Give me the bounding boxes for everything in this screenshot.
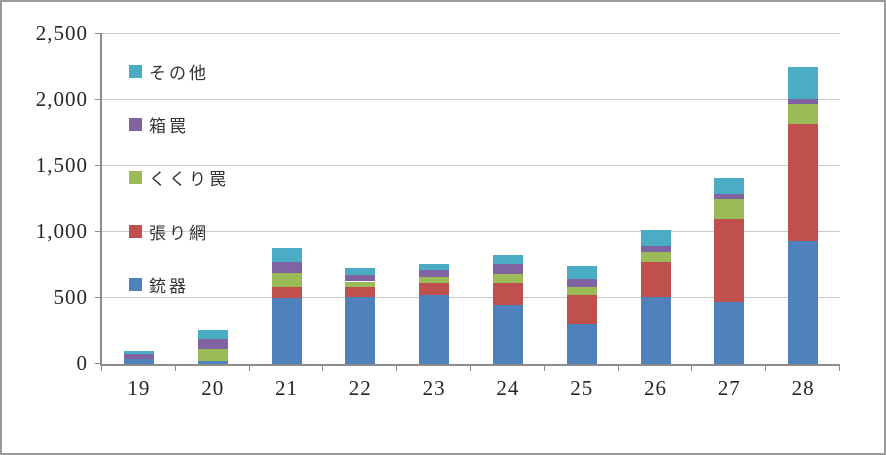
bar-segment-くくり罠-year-25: [566, 286, 597, 295]
bar-segment-箱罠-year-23: [419, 270, 450, 277]
bar-segment-その他-year-25: [566, 265, 597, 279]
bar-segment-その他-year-19: [123, 350, 154, 355]
x-axis-tick: [617, 366, 619, 371]
bar-segment-箱罠-year-27: [714, 193, 745, 199]
y-axis-tick: [95, 231, 102, 232]
bar-segment-その他-year-24: [492, 255, 523, 265]
y-axis-tick: [95, 165, 102, 166]
bar-segment-その他-year-20: [197, 329, 228, 339]
x-axis-tick: [248, 366, 250, 371]
bar-segment-箱罠-year-25: [566, 278, 597, 287]
y-axis-label: 1,000: [35, 219, 88, 243]
bar-segment-くくり罠-year-21: [271, 272, 302, 287]
bar-segment-銃器-year-21: [271, 298, 302, 364]
bar-segment-箱罠-year-20: [197, 338, 228, 350]
x-axis-label: 28: [791, 376, 815, 400]
bar-segment-くくり罠-year-20: [197, 349, 228, 362]
bar-segment-くくり罠-year-23: [419, 276, 450, 283]
bar-segment-張り網-year-22: [345, 287, 376, 298]
bar-segment-箱罠-year-21: [271, 262, 302, 273]
plot-area: [102, 33, 840, 364]
bar-segment-その他-year-22: [345, 268, 376, 275]
y-axis-label: 500: [53, 285, 88, 309]
gridline: [102, 99, 840, 100]
x-axis-label: 26: [644, 376, 667, 400]
x-axis-label: 24: [496, 376, 520, 400]
bar-segment-張り網-year-23: [419, 282, 450, 296]
x-axis-tick: [101, 366, 102, 371]
bar-segment-その他-year-21: [271, 247, 302, 263]
bar-segment-くくり罠-year-24: [492, 273, 523, 284]
bar-segment-くくり罠-year-27: [714, 199, 745, 219]
bar-segment-箱罠-year-24: [492, 264, 523, 274]
y-axis: [100, 34, 102, 366]
x-axis-tick: [543, 366, 545, 371]
y-axis-label: 0: [76, 351, 88, 375]
x-axis-label: 23: [422, 376, 446, 400]
x-axis-label: 22: [348, 376, 372, 400]
bar-segment-箱罠-year-19: [123, 354, 154, 360]
bar-segment-箱罠-year-22: [345, 274, 376, 282]
gridline: [102, 231, 840, 232]
bar-segment-張り網-year-28: [788, 123, 819, 242]
bar-segment-張り網-year-24: [492, 283, 523, 306]
bar-segment-銃器-year-19: [123, 359, 154, 364]
bar-segment-その他-year-26: [640, 230, 671, 246]
bar-segment-張り網-year-21: [271, 286, 302, 298]
bar-segment-銃器-year-26: [640, 296, 671, 364]
gridline: [102, 297, 840, 298]
bar-segment-くくり罠-year-28: [788, 103, 819, 124]
bar-segment-くくり罠-year-22: [345, 281, 376, 288]
bar-segment-箱罠-year-26: [640, 245, 671, 253]
y-axis-label: 2,500: [35, 21, 88, 45]
gridline: [102, 165, 840, 166]
bar-segment-その他-year-28: [788, 67, 819, 99]
x-axis-label: 21: [275, 376, 298, 400]
bar-segment-銃器-year-23: [419, 295, 450, 364]
x-axis: [100, 364, 840, 366]
y-axis-tick: [95, 363, 102, 364]
bar-segment-銃器-year-25: [566, 323, 597, 364]
x-axis-label: 27: [717, 376, 741, 400]
y-axis-label: 1,500: [35, 153, 88, 177]
bar-segment-張り網-year-25: [566, 294, 597, 324]
bar-segment-その他-year-23: [419, 264, 450, 271]
x-axis-tick: [396, 366, 398, 371]
bar-segment-その他-year-27: [714, 177, 745, 194]
bar-segment-張り網-year-27: [714, 218, 745, 302]
bar-segment-箱罠-year-28: [788, 98, 819, 104]
y-axis-label: 2,000: [35, 87, 88, 111]
x-axis-label: 19: [127, 376, 151, 400]
bar-segment-銃器-year-24: [492, 305, 523, 364]
x-axis-tick: [174, 366, 176, 371]
x-axis-tick: [765, 366, 767, 371]
x-axis-label: 20: [201, 376, 225, 400]
x-axis-label: 25: [570, 376, 594, 400]
bar-segment-張り網-year-26: [640, 261, 671, 297]
x-axis-tick: [691, 366, 693, 371]
gridline: [102, 33, 840, 34]
y-axis-tick: [95, 297, 102, 298]
bar-segment-銃器-year-27: [714, 301, 745, 364]
bar-segment-銃器-year-20: [197, 361, 228, 364]
y-axis-tick: [95, 99, 102, 100]
y-axis-tick: [95, 33, 102, 34]
x-axis-tick: [839, 366, 840, 371]
bar-segment-くくり罠-year-26: [640, 252, 671, 262]
x-axis-tick: [322, 366, 324, 371]
bar-segment-銃器-year-22: [345, 297, 376, 364]
bar-segment-銃器-year-28: [788, 241, 819, 364]
x-axis-tick: [470, 366, 471, 371]
